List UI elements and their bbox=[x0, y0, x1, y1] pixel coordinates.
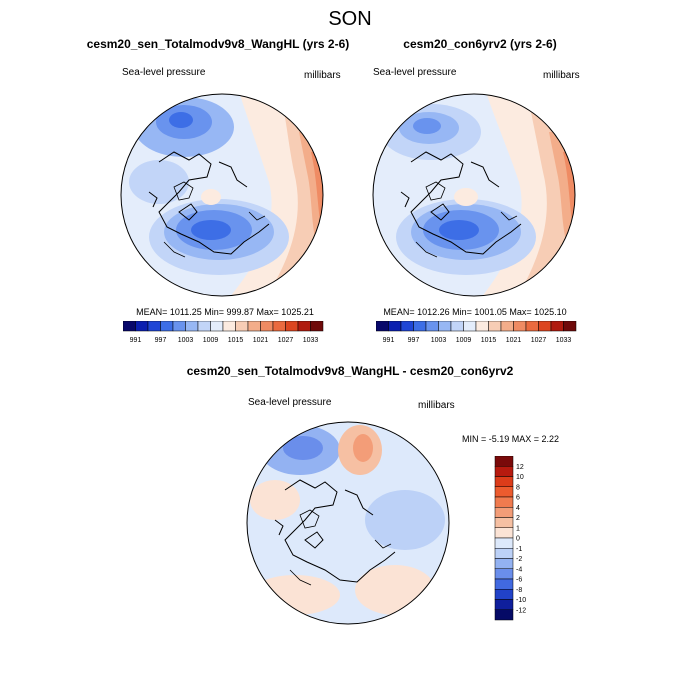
panel-1-colorbar-swatch bbox=[222, 321, 236, 332]
panel-2-colorbar-swatch bbox=[538, 321, 552, 332]
panel-2-colorbar-tick-label: 1003 bbox=[431, 337, 447, 344]
panel-3-stats: MIN = -5.19 MAX = 2.22 bbox=[462, 434, 560, 444]
panel-2-colorbar-swatch bbox=[438, 321, 452, 332]
panel-2-colorbar-swatch bbox=[563, 321, 577, 332]
panel-2-colorbar-tick-label: 1021 bbox=[506, 337, 522, 344]
panel-1-colorbar-swatch bbox=[260, 321, 274, 332]
panel-2-colorbar-tick-label: 1033 bbox=[556, 337, 572, 344]
panel-2-colorbar-tick-label: 997 bbox=[408, 337, 420, 344]
panel-3-colorbar-tick-label: 8 bbox=[516, 484, 520, 491]
panel-2-polar-map bbox=[372, 93, 576, 297]
panel-1-colorbar-swatch bbox=[235, 321, 249, 332]
panel-2-colorbar-swatch bbox=[388, 321, 402, 332]
panel-3-colorbar-tick-label: 6 bbox=[516, 495, 520, 502]
panel-3-colorbar-tick-label: -12 bbox=[516, 607, 526, 614]
panel-3-colorbar-swatch bbox=[494, 537, 514, 549]
panel-2-colorbar-tick-label: 1027 bbox=[531, 337, 547, 344]
panel-1-colorbar-swatch bbox=[185, 321, 199, 332]
panel-2-colorbar-swatch bbox=[425, 321, 439, 332]
panel-1-colorbar-tick-label: 1003 bbox=[178, 337, 194, 344]
panel-1-colorbar-swatch bbox=[135, 321, 149, 332]
panel-2-units-label: millibars bbox=[543, 70, 580, 81]
panel-1-colorbar-swatch bbox=[272, 321, 286, 332]
panel-1-colorbar-swatch bbox=[197, 321, 211, 332]
figure-title: SON bbox=[328, 8, 372, 30]
panel-1-units-label: millibars bbox=[304, 70, 341, 81]
panel-3-colorbar-swatch bbox=[494, 517, 514, 528]
panel-3-colorbar-tick-label: -1 bbox=[516, 546, 522, 553]
panel-2-colorbar-swatch bbox=[450, 321, 464, 332]
panel-3-colorbar-tick-label: -8 bbox=[516, 587, 522, 594]
panel-2-colorbar-swatch bbox=[500, 321, 514, 332]
panel-1-colorbar-swatch bbox=[247, 321, 261, 332]
panel-3-units-label: millibars bbox=[418, 400, 455, 411]
panel-1-colorbar-tick-label: 1027 bbox=[278, 337, 294, 344]
panel-1-colorbar-swatch bbox=[297, 321, 311, 332]
panel-2-colorbar-swatch bbox=[550, 321, 564, 332]
panel-2-colorbar-swatch bbox=[400, 321, 414, 332]
panel-1-colorbar-tick-label: 1033 bbox=[303, 337, 319, 344]
panel-1-colorbar-swatch bbox=[123, 321, 136, 332]
panel-3-colorbar-tick-label: 0 bbox=[516, 536, 520, 543]
panel-1-colorbar-tick-label: 1009 bbox=[203, 337, 219, 344]
panel-3-colorbar-swatch bbox=[494, 589, 514, 600]
panel-1-colorbar-tick-label: 1015 bbox=[228, 337, 244, 344]
panel-1-colorbar-tick-label: 997 bbox=[155, 337, 167, 344]
panel-3-colorbar-swatch bbox=[494, 558, 514, 569]
panel-2-colorbar-swatch bbox=[488, 321, 502, 332]
panel-3-colorbar-tick-label: -4 bbox=[516, 566, 522, 573]
panel-2-stats: MEAN= 1012.26 Min= 1001.05 Max= 1025.10 bbox=[383, 307, 567, 317]
panel-1-title: cesm20_sen_Totalmodv9v8_WangHL (yrs 2-6) bbox=[86, 37, 350, 51]
panel-3-colorbar-swatch bbox=[494, 548, 514, 559]
panel-3-colorbar-swatch bbox=[494, 466, 514, 477]
panel-2-colorbar-tick-label: 1009 bbox=[456, 337, 472, 344]
panel-3-colorbar-tick-label: -6 bbox=[516, 577, 522, 584]
panel-1-colorbar-tick-label: 1021 bbox=[253, 337, 269, 344]
panel-3-colorbar-swatch bbox=[494, 527, 514, 539]
panel-1-colorbar-swatch bbox=[172, 321, 186, 332]
panel-3-colorbar-tick-label: -10 bbox=[516, 597, 526, 604]
panel-2-colorbar-swatch bbox=[513, 321, 527, 332]
panel-3-colorbar-swatch bbox=[494, 496, 514, 508]
panel-3-colorbar-tick-label: 1 bbox=[516, 525, 520, 532]
panel-2-colorbar-swatch bbox=[463, 321, 477, 332]
panel-3-colorbar-swatch bbox=[494, 507, 514, 518]
panel-3-colorbar-tick-label: 12 bbox=[516, 464, 524, 471]
panel-1-stats: MEAN= 1011.25 Min= 999.87 Max= 1025.21 bbox=[136, 307, 314, 317]
panel-2-colorbar-tick-label: 991 bbox=[383, 337, 395, 344]
panel-3-polar-map bbox=[246, 421, 450, 625]
panel-1-polar-map bbox=[120, 93, 324, 297]
panel-3-variable-label: Sea-level pressure bbox=[248, 397, 332, 408]
panel-2-title: cesm20_con6yrv2 (yrs 2-6) bbox=[403, 37, 557, 51]
panel-2-colorbar: 991 997 1003 1009 1015 1021 1027 1033 bbox=[376, 321, 577, 344]
panel-1-colorbar-swatch bbox=[147, 321, 161, 332]
panel-2-variable-label: Sea-level pressure bbox=[373, 67, 457, 78]
panel-2-colorbar-swatch bbox=[413, 321, 427, 332]
panel-3-colorbar-tick-label: -2 bbox=[516, 556, 522, 563]
panel-1-colorbar-tick-label: 991 bbox=[130, 337, 142, 344]
panel-1-colorbar: 991 997 1003 1009 1015 1021 1027 1033 bbox=[123, 321, 324, 344]
panel-2-colorbar-swatch bbox=[475, 321, 489, 332]
panel-1-colorbar-swatch bbox=[310, 321, 324, 332]
panel-3-colorbar-swatch bbox=[494, 476, 514, 487]
panel-2-colorbar-tick-label: 1015 bbox=[481, 337, 497, 344]
panel-3-colorbar-tick-label: 2 bbox=[516, 515, 520, 522]
panel-3-colorbar-swatch bbox=[494, 456, 514, 467]
panel-3-colorbar-swatch bbox=[494, 599, 514, 610]
panel-1-colorbar-swatch bbox=[160, 321, 174, 332]
panel-3-colorbar-swatch bbox=[494, 486, 514, 498]
panel-3-colorbar-swatch bbox=[494, 568, 514, 580]
panel-1-colorbar-swatch bbox=[285, 321, 299, 332]
panel-3-colorbar-tick-label: 10 bbox=[516, 474, 524, 481]
panel-1-variable-label: Sea-level pressure bbox=[122, 67, 206, 78]
panel-1-colorbar-swatch bbox=[210, 321, 224, 332]
panel-3-colorbar-swatch bbox=[494, 609, 514, 621]
panel-3-colorbar-tick-label: 4 bbox=[516, 505, 520, 512]
panel-2-colorbar-swatch bbox=[376, 321, 389, 332]
panel-2-colorbar-swatch bbox=[525, 321, 539, 332]
panel-3-colorbar-swatch bbox=[494, 578, 514, 590]
panel-3-title: cesm20_sen_Totalmodv9v8_WangHL - cesm20_… bbox=[186, 364, 514, 378]
